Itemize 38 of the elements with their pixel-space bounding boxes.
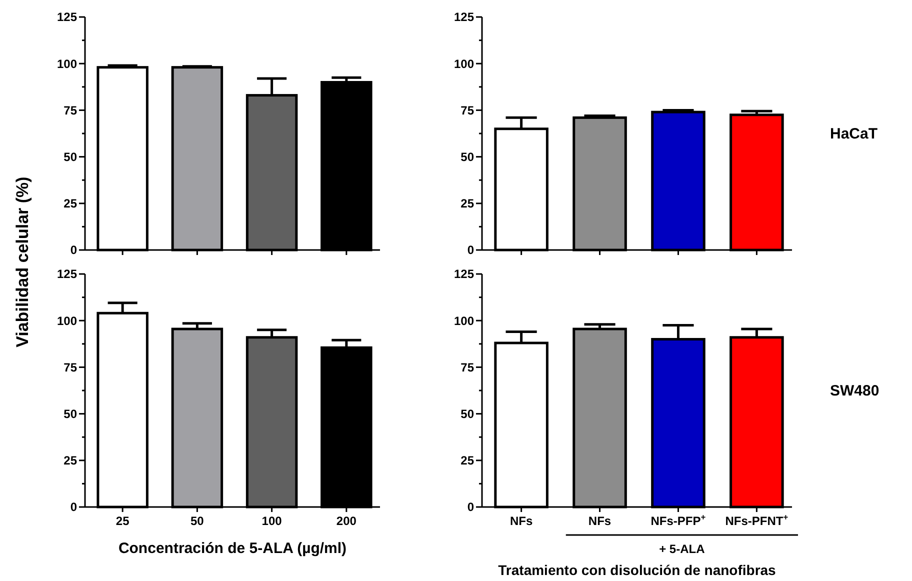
y-axis-title: Viabilidad celular (%) <box>13 176 32 348</box>
y-tick-label: 25 <box>460 454 474 468</box>
y-tick-label: 75 <box>64 103 78 118</box>
y-tick-label: 25 <box>460 196 474 211</box>
y-tick-label: 0 <box>467 243 474 258</box>
x-tick-label: NFs-PFNT$^{+}$ <box>725 512 788 528</box>
y-tick-label: 50 <box>64 150 78 164</box>
y-tick-label: 125 <box>56 10 78 24</box>
x-axis-title: Concentración de 5-ALA (µg/ml) <box>118 540 347 557</box>
y-tick-label: 125 <box>56 267 78 282</box>
y-tick-label: 25 <box>64 196 78 211</box>
y-tick-label: 50 <box>460 150 474 164</box>
y-tick-label: 50 <box>460 407 474 421</box>
y-tick-label: 75 <box>64 360 78 374</box>
x-axis-title: Tratamiento con disolución de nanofibras <box>498 562 776 578</box>
x-tick-label: 50 <box>190 514 204 528</box>
text: SW480 <box>830 382 880 400</box>
x-tick-label: NFs <box>510 514 533 528</box>
x-tick-label: 200 <box>336 514 357 528</box>
y-tick-label: 125 <box>454 10 474 24</box>
y-tick-label: 125 <box>454 267 474 282</box>
text: + 5-ALA <box>659 542 706 556</box>
y-tick-label: 50 <box>64 407 78 421</box>
y-tick-label: 0 <box>70 243 78 258</box>
x-tick-label: 100 <box>262 514 282 528</box>
y-tick-label: 100 <box>454 314 474 328</box>
y-tick-label: 75 <box>460 103 474 118</box>
y-tick-label: 100 <box>56 314 78 328</box>
y-tick-label: 75 <box>460 360 474 374</box>
y-tick-label: 100 <box>56 56 78 71</box>
text: HaCaT <box>830 126 878 142</box>
y-tick-label: 0 <box>467 500 474 514</box>
y-tick-label: 100 <box>454 56 474 71</box>
y-tick-label: 25 <box>64 454 78 468</box>
x-tick-label: 25 <box>116 514 130 528</box>
x-tick-label: NFs <box>588 514 612 528</box>
y-tick-label: 0 <box>70 500 78 514</box>
x-tick-label: NFs-PFP$^{+}$ <box>650 512 706 528</box>
